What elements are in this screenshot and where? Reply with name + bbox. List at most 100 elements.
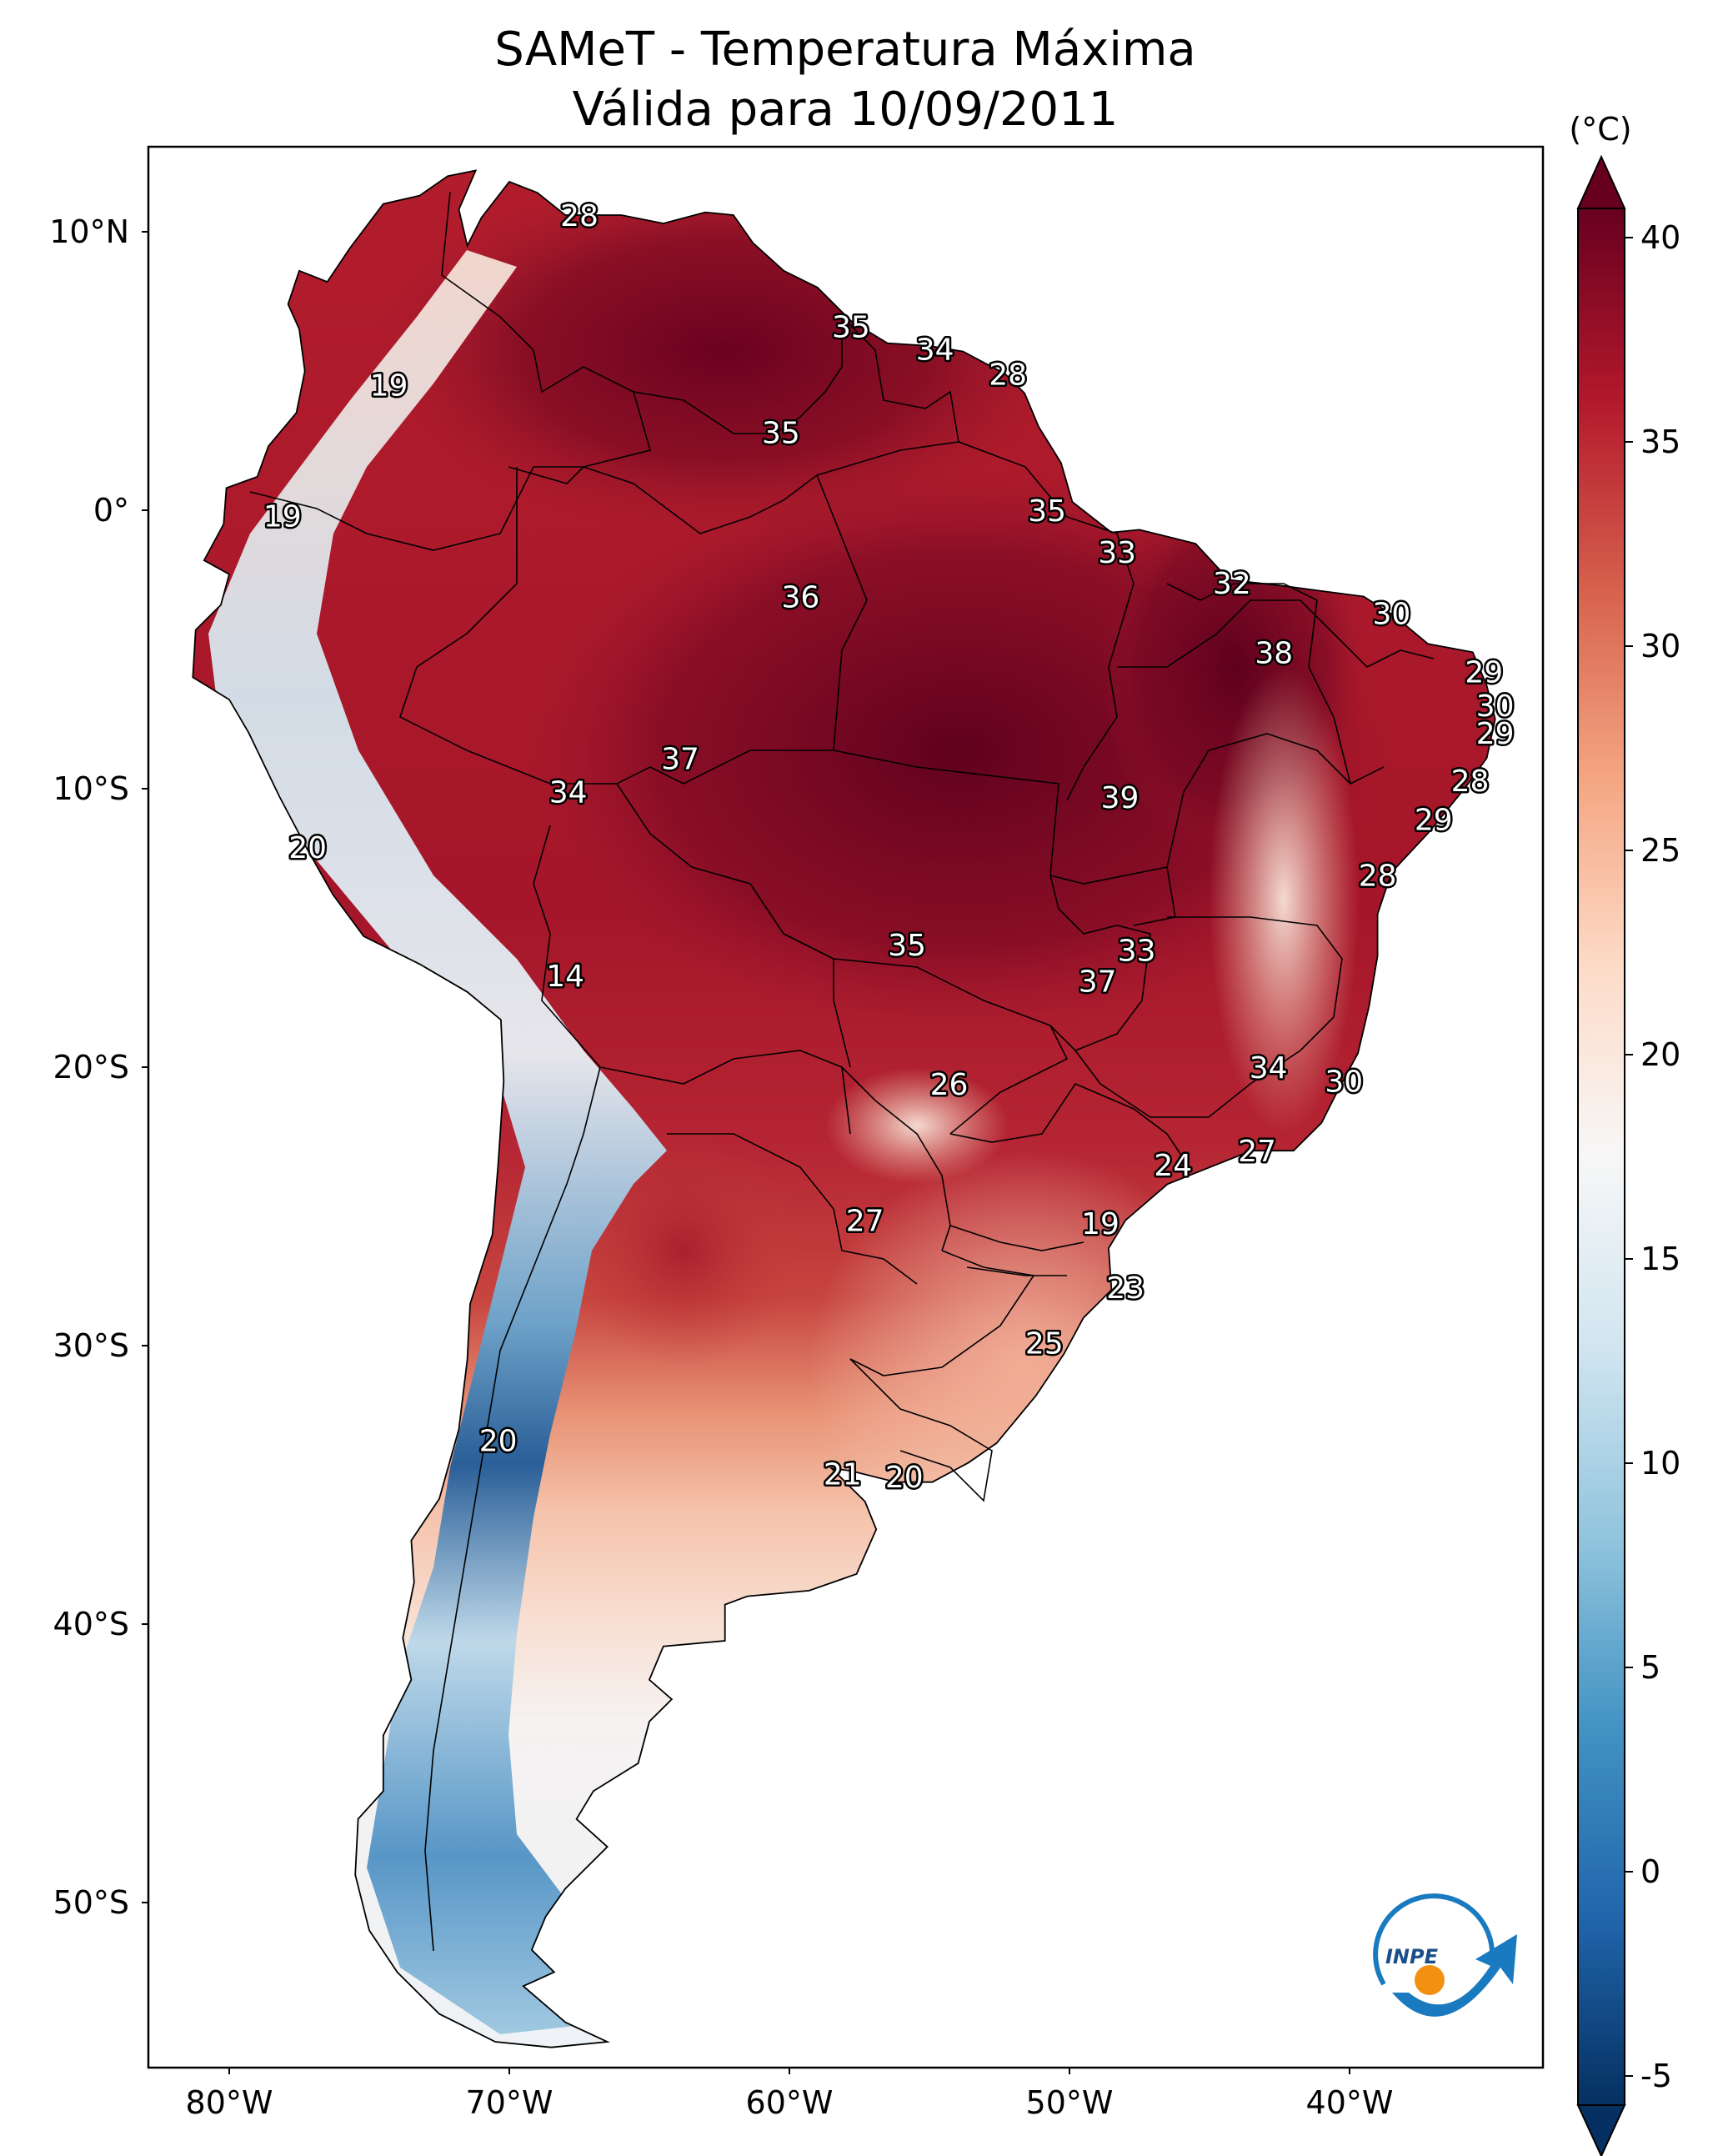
temperature-label: 35 <box>1028 494 1066 529</box>
andes-cold-band <box>208 250 667 2034</box>
colorbar-tick-label: 25 <box>1640 832 1680 869</box>
temperature-label: 33 <box>1098 536 1136 570</box>
lon-tick-label: 60°W <box>746 2084 834 2121</box>
temperature-label: 38 <box>1255 636 1293 670</box>
temperature-label: 34 <box>916 333 954 367</box>
border-argentina-paraguay <box>667 1133 918 1285</box>
colorbar-ticks: 40 35 30 25 20 15 10 5 0 -5 <box>1625 219 1680 2094</box>
border-brazil-states-north <box>816 441 1134 801</box>
colorbar-tick-label: 40 <box>1640 219 1680 256</box>
temperature-label: 33 <box>1118 935 1156 969</box>
latitude-axis: 10°N 0° 10°S 20°S 30°S 40°S 50°S <box>49 213 148 1921</box>
lat-tick-label: 40°S <box>53 1606 129 1642</box>
map-title-line1: SAMeT - Temperatura Máxima <box>494 23 1196 77</box>
temperature-label: 30 <box>1476 689 1515 724</box>
temperature-label: 27 <box>1238 1135 1276 1169</box>
temperature-label: 20 <box>288 831 327 865</box>
temperature-label: 29 <box>1415 804 1453 838</box>
border-venezuela-colombia <box>441 191 651 468</box>
logo-outer-arc <box>1373 1893 1495 1986</box>
temperature-label: 34 <box>1250 1051 1288 1086</box>
plot-frame <box>147 145 1545 2069</box>
continent-coastline <box>192 169 1496 2048</box>
lat-tick-label: 10°S <box>53 770 129 807</box>
border-bolivia-paraguay <box>599 1050 851 1135</box>
temperature-label: 30 <box>1372 598 1410 632</box>
border-peru-brazil <box>399 467 751 785</box>
temperature-label: 19 <box>263 500 302 534</box>
cooler-bahia-coast <box>1209 667 1359 1134</box>
temperature-label: 35 <box>762 417 800 451</box>
temperature-label: 35 <box>888 929 926 963</box>
border-brazil-states-ne <box>1117 599 1435 668</box>
border-bolivia-peru <box>533 825 601 1068</box>
temperature-label: 35 <box>832 311 870 345</box>
temperature-label: 27 <box>846 1205 884 1239</box>
border-brazil-states-amazon <box>508 466 868 751</box>
logo-orange-dot <box>1415 1965 1445 1995</box>
border-brazil-states-pr-sc <box>949 1225 1084 1276</box>
colorbar-tick-label: 30 <box>1640 628 1680 664</box>
temperature-label: 20 <box>885 1461 924 1495</box>
temperature-label: 19 <box>1081 1207 1119 1241</box>
map-title-line2: Válida para 10/09/2011 <box>573 83 1119 137</box>
temperature-label: 21 <box>824 1458 862 1492</box>
border-uruguay <box>849 1358 993 1502</box>
temperature-label: 36 <box>781 581 819 615</box>
temperature-label: 30 <box>1325 1065 1363 1100</box>
border-brazil-states-sp <box>949 1083 1185 1160</box>
temperature-label: 25 <box>1025 1327 1064 1361</box>
lon-tick-label: 80°W <box>186 2084 273 2121</box>
temperature-label: 28 <box>560 199 599 233</box>
temperature-label: 26 <box>930 1068 969 1102</box>
lat-tick-label: 50°S <box>53 1884 129 1921</box>
colorbar-tick-label: 20 <box>1640 1036 1680 1073</box>
temperature-label: 37 <box>661 742 699 776</box>
colorbar-max-extend-arrow <box>1576 154 1626 209</box>
lat-tick-label: 30°S <box>53 1327 129 1364</box>
colorbar-tick-label: 5 <box>1640 1649 1660 1686</box>
temperature-label: 37 <box>1079 965 1117 1000</box>
lon-tick-label: 40°W <box>1306 2084 1394 2121</box>
colorbar-tick-label: -5 <box>1640 2058 1672 2094</box>
border-venezuela-brazil <box>633 391 826 434</box>
border-guyana-suriname <box>824 315 959 443</box>
lon-tick-label: 50°W <box>1026 2084 1114 2121</box>
border-brazil-states-goias <box>1049 875 1151 1051</box>
border-chile-argentina <box>424 1066 601 1952</box>
temperature-label: 32 <box>1213 567 1251 601</box>
inpe-logo: INPE <box>1373 1893 1517 2017</box>
temperature-label: 34 <box>549 775 588 810</box>
temperature-label: 28 <box>989 358 1027 392</box>
border-brazil-states-center <box>833 750 1176 926</box>
border-colombia-peru <box>249 466 534 551</box>
temperature-label: 19 <box>370 369 408 404</box>
border-argentina-brazil <box>849 1250 1035 1376</box>
temperature-label: 20 <box>479 1425 518 1459</box>
temperature-label: 14 <box>546 960 584 994</box>
colorbar-min-extend-arrow <box>1576 2104 1626 2156</box>
temperature-label: 28 <box>1359 860 1397 894</box>
temperature-label: 39 <box>1101 781 1139 815</box>
longitude-axis: 80°W 70°W 60°W 50°W 40°W <box>186 2068 1394 2121</box>
logo-text: INPE <box>1385 1945 1439 1968</box>
lat-tick-label: 20°S <box>53 1049 129 1086</box>
lat-tick-label: 0° <box>93 492 129 529</box>
colorbar: (°C) 40 35 30 25 20 15 10 5 0 -5 <box>1569 111 1680 2156</box>
lon-tick-label: 70°W <box>466 2084 553 2121</box>
colorbar-tick-label: 0 <box>1640 1853 1660 1890</box>
colorbar-tick-label: 10 <box>1640 1445 1680 1482</box>
temperature-label: 29 <box>1476 717 1515 751</box>
temperature-label: 24 <box>1154 1149 1192 1183</box>
country-borders <box>249 191 1435 1952</box>
colorbar-bar <box>1577 208 1625 2106</box>
border-brazil-states-mg <box>1074 916 1343 1118</box>
border-bolivia-brazil <box>616 783 851 1068</box>
border-brazil-paraguay <box>841 1066 951 1251</box>
lat-tick-label: 10°N <box>49 213 129 250</box>
temperature-label: 23 <box>1106 1271 1144 1306</box>
colorbar-tick-label: 15 <box>1640 1241 1680 1277</box>
